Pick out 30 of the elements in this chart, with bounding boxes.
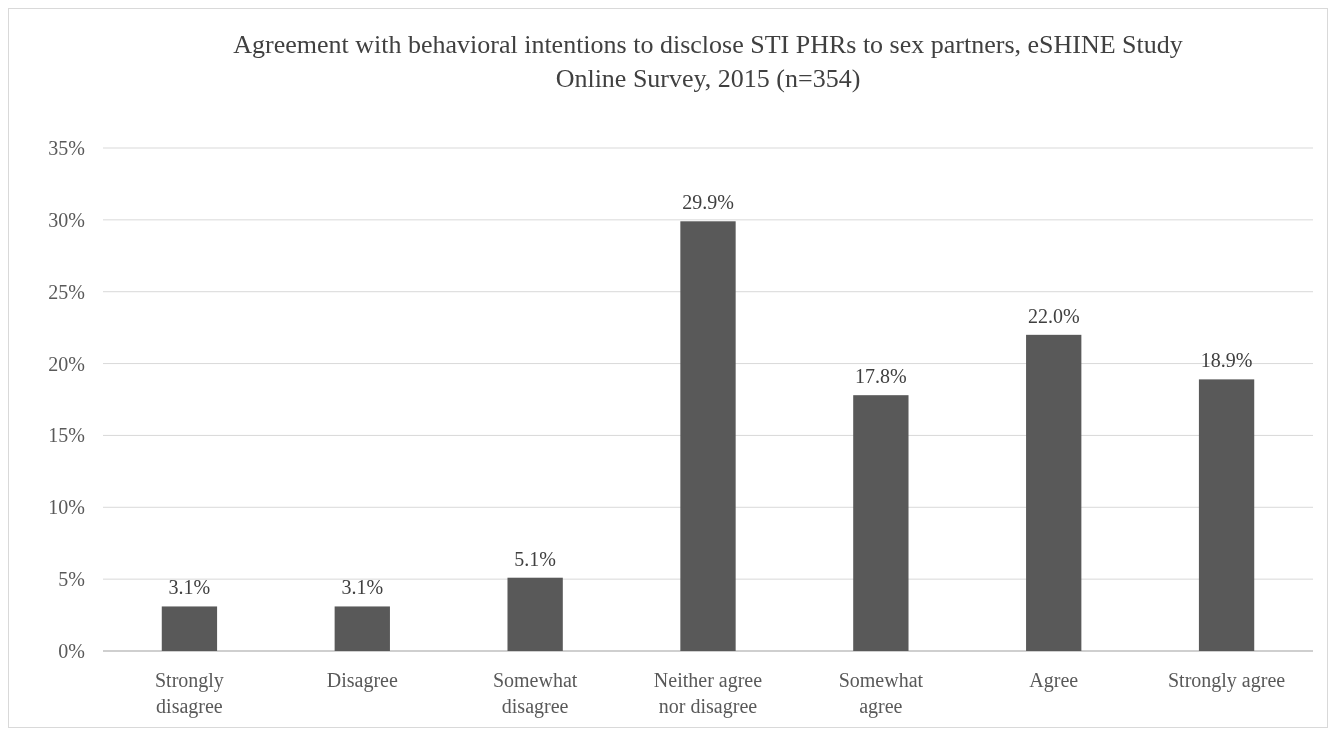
- data-label: 3.1%: [168, 576, 211, 599]
- bar: [161, 606, 218, 651]
- bar: [334, 606, 390, 651]
- data-label: 29.9%: [682, 191, 734, 214]
- y-tick-label: 15%: [48, 424, 85, 447]
- chart-title: Agreement with behavioral intentions to disclose STI PHRs to sex partners, eSHINE Study Online Survey, 2015 (n=354): [233, 30, 1183, 93]
- data-label: 18.9%: [1200, 349, 1253, 372]
- bar: [853, 395, 909, 651]
- data-label: 5.1%: [514, 547, 556, 570]
- y-tick-label: 20%: [48, 352, 85, 375]
- bar: [1198, 379, 1255, 651]
- data-label: 3.1%: [341, 576, 384, 599]
- y-tick-label: 35%: [48, 137, 85, 159]
- x-tick-label: Strongly disagree: [154, 669, 224, 718]
- x-tick-label: Strongly agree: [1167, 669, 1286, 692]
- bar: [507, 577, 563, 651]
- x-tick-label: Neither agree nor disagree: [653, 669, 763, 718]
- y-tick-label: 0%: [58, 640, 85, 662]
- data-label: 17.8%: [855, 365, 907, 388]
- data-label: 22.0%: [1027, 304, 1080, 327]
- bar: [680, 221, 736, 651]
- y-tick-label: 25%: [48, 280, 85, 303]
- x-tick-label: Disagree: [326, 669, 398, 692]
- x-tick-label: Somewhat disagree: [492, 669, 578, 718]
- y-tick-label: 30%: [48, 208, 85, 231]
- y-tick-label: 5%: [58, 568, 85, 591]
- bar: [1026, 334, 1082, 651]
- y-tick-label: 10%: [48, 496, 85, 519]
- x-tick-label: Somewhat agree: [838, 669, 924, 718]
- x-tick-label: Agree: [1029, 669, 1079, 692]
